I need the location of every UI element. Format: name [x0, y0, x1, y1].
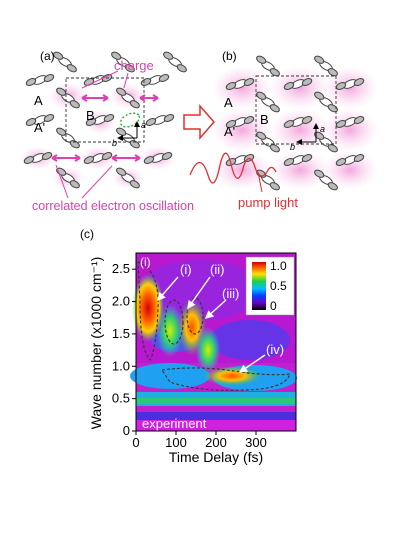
- heatmap-feature: [156, 303, 184, 358]
- x-tick-label: 0: [132, 435, 139, 450]
- axis-a-label-b: a: [320, 124, 325, 134]
- pump-pointer: [257, 171, 263, 193]
- annotation-ii: (ii): [210, 262, 224, 277]
- panel-c: (c) (i) (i) (ii: [80, 227, 297, 465]
- axis-b-label: b: [112, 138, 117, 148]
- annotation-iv: (iv): [266, 342, 284, 357]
- site-a-label-b: A: [224, 95, 233, 110]
- oscillation-pointer-1: [55, 164, 69, 199]
- transition-arrow: [183, 104, 215, 140]
- pump-light-wave: [189, 152, 277, 184]
- y-tick-label: 0.5: [112, 391, 130, 406]
- panel-a-label: (a): [40, 49, 55, 63]
- x-tick-label: 300: [245, 435, 267, 450]
- colorbar-tick-max: 1.0: [270, 259, 287, 273]
- panel-a: (a) charge A A' B a b correlated electro…: [20, 49, 194, 213]
- site-a-prime-label: A': [34, 120, 45, 135]
- pump-light-label: pump light: [238, 195, 298, 210]
- y-tick-label: 1.5: [112, 326, 130, 341]
- annotation-arrows: [157, 276, 266, 373]
- y-axis-label: Wave number (x1000 cm⁻¹): [88, 257, 104, 430]
- site-b-label: B: [86, 108, 95, 123]
- axis-arrows-a: [117, 121, 140, 141]
- site-a-label: A: [34, 93, 43, 108]
- colorbar-tick-min: 0: [270, 299, 277, 313]
- panel-c-label: (c): [80, 227, 94, 241]
- annotation-outlines: [137, 261, 291, 391]
- panel-b: (b) A A' B a b pump light: [189, 49, 378, 210]
- y-tick-label: 2.0: [112, 294, 130, 309]
- oscillation-pointer-2: [81, 165, 113, 199]
- annotation-iii: (iii): [222, 286, 239, 301]
- axis-b-label-b: b: [290, 142, 295, 152]
- heatmap-features: [132, 274, 262, 386]
- colorbar: 1.0 0.5 0: [245, 256, 295, 316]
- panel-b-label: (b): [222, 49, 237, 63]
- x-axis-ticks: 0 100 200 300: [132, 431, 267, 450]
- axis-a-label: a: [141, 120, 146, 130]
- x-tick-label: 200: [205, 435, 227, 450]
- charge-pointer-1: [81, 70, 119, 89]
- site-a-prime-label-b: A': [224, 124, 235, 139]
- annotation-i: (i): [180, 262, 192, 277]
- oscillation-label: correlated electron oscillation: [32, 199, 194, 213]
- experiment-label: experiment: [142, 416, 207, 431]
- colorbar-tick-mid: 0.5: [270, 279, 287, 293]
- x-tick-label: 100: [165, 435, 187, 450]
- corner-label: (i): [140, 255, 151, 269]
- y-tick-label: 0: [123, 423, 130, 438]
- x-axis-label: Time Delay (fs): [169, 449, 263, 465]
- heatmap-feature: [202, 365, 262, 386]
- charge-pointer-2: [123, 72, 129, 89]
- unit-cell-box-a: [65, 77, 145, 143]
- charge-label: charge: [114, 58, 154, 73]
- heatmap-feature: [195, 326, 221, 374]
- colorbar-gradient: [252, 262, 266, 310]
- green-highlight: [119, 112, 141, 128]
- axis-arrows-b: [296, 123, 319, 145]
- y-tick-label: 1.0: [112, 358, 130, 373]
- y-tick-label: 2.5: [112, 261, 130, 276]
- site-b-label-b: B: [260, 112, 269, 127]
- y-axis-ticks: 0 0.5 1.0 1.5 2.0 2.5: [112, 261, 136, 438]
- oscillation-arrows: [51, 94, 159, 162]
